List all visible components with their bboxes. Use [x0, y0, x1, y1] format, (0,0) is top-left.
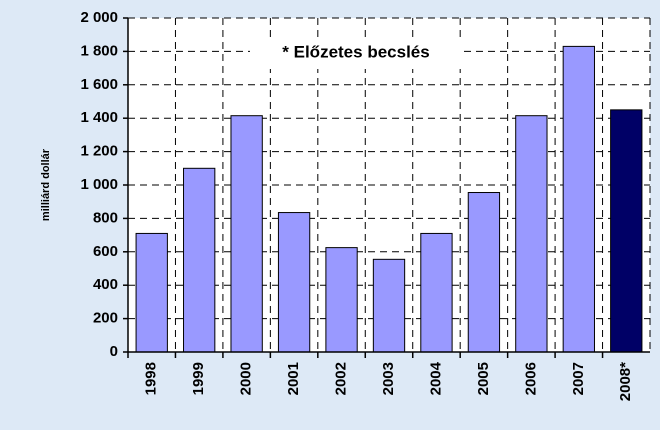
bar [230, 115, 263, 353]
y-tick-label: 800 [93, 209, 118, 226]
bar [515, 115, 548, 353]
x-tick-label: 2002 [333, 362, 350, 395]
bar [372, 258, 406, 353]
x-tick-label: 2000 [238, 362, 255, 395]
annotation: * Előzetes becslés [282, 42, 429, 61]
x-tick-label: 2007 [570, 362, 587, 395]
y-axis-label: milliárd dollár [40, 148, 52, 221]
x-tick-label: 2005 [475, 362, 492, 395]
bar [135, 232, 168, 353]
bar [467, 192, 501, 353]
y-tick-label: 1 600 [80, 76, 118, 93]
y-tick-label: 1 000 [80, 176, 118, 193]
bar [183, 167, 216, 353]
x-tick-label: 1998 [143, 362, 160, 395]
x-tick-label: 2006 [522, 362, 539, 395]
y-tick-label: 0 [110, 343, 118, 360]
bar [562, 45, 595, 353]
bar [610, 109, 643, 353]
x-tick-label: 2008* [617, 362, 634, 401]
bar [277, 212, 311, 353]
y-tick-label: 1 200 [80, 143, 118, 160]
y-tick-label: 1 400 [80, 109, 118, 126]
bar [325, 247, 358, 353]
x-tick-label: 2004 [427, 361, 444, 395]
y-tick-label: 2 000 [80, 9, 118, 26]
y-tick-label: 600 [93, 243, 118, 260]
x-tick-label: 2001 [285, 362, 302, 395]
y-tick-label: 1 800 [80, 42, 118, 59]
y-tick-label: 200 [93, 310, 118, 327]
bar [420, 232, 453, 353]
x-tick-label: 1999 [190, 362, 207, 395]
y-tick-label: 400 [93, 276, 118, 293]
x-tick-label: 2003 [380, 362, 397, 395]
annotation-box [250, 37, 462, 69]
